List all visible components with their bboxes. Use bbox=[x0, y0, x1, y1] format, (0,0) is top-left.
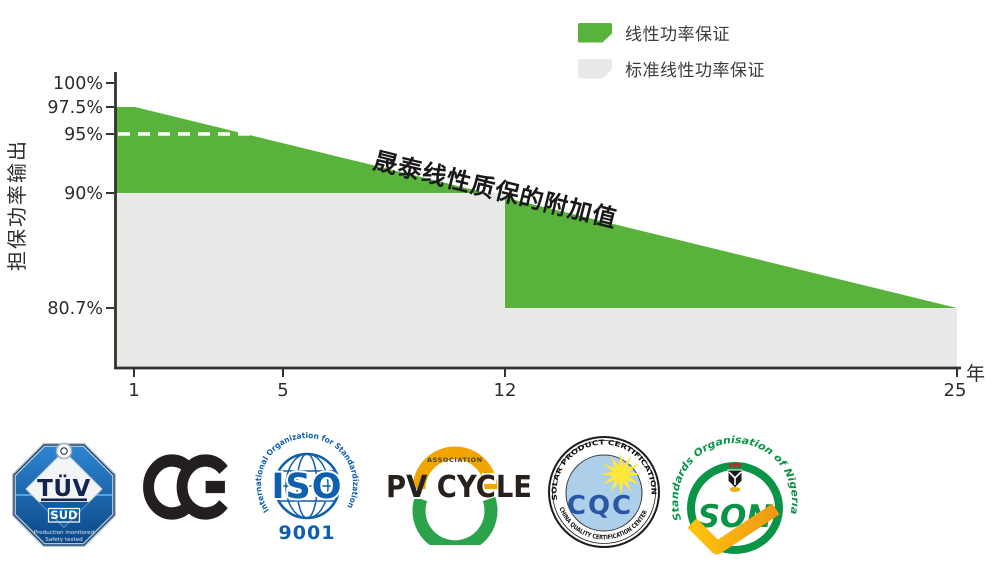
y-tick-80-7: 80.7% bbox=[47, 299, 103, 319]
iso-9001-logo: International Organization for Standardi… bbox=[255, 431, 360, 542]
ce-letter-e bbox=[176, 454, 228, 520]
legend-item-standard: 标准线性功率保证 bbox=[578, 56, 765, 81]
son-logo: Standards Organisation of Nigeria SON bbox=[672, 435, 798, 555]
nigeria-coat-of-arms-icon bbox=[727, 463, 743, 492]
x-tick-1: 1 bbox=[128, 380, 139, 401]
pv-cycle-logo: ASSOCIATION PV CYCLE bbox=[386, 446, 532, 545]
y-axis-ticks bbox=[106, 82, 114, 309]
tuv-subtext-2: Safety tested bbox=[45, 537, 83, 543]
pvcycle-green-arc bbox=[412, 496, 498, 545]
iso-number: 9001 bbox=[279, 522, 336, 542]
legend-swatch-standard bbox=[578, 58, 612, 79]
tuv-text: TÜV bbox=[37, 474, 91, 502]
tuv-subtext-1: Production monitored bbox=[34, 530, 95, 536]
tuv-sud-logo: TÜV SÜD Production monitored Safety test… bbox=[12, 442, 116, 547]
y-axis-tick-labels: 100% 97.5% 95% 90% 80.7% bbox=[47, 74, 103, 319]
standard-warranty-area bbox=[115, 193, 957, 368]
cqc-sun-icon bbox=[600, 453, 642, 495]
x-tick-5: 5 bbox=[277, 380, 288, 401]
y-tick-97-5: 97.5% bbox=[47, 98, 103, 118]
legend-label-linear: 线性功率保证 bbox=[625, 25, 730, 45]
iso-globe-icon bbox=[273, 452, 341, 520]
y-tick-95: 95% bbox=[64, 125, 103, 145]
x-axis-tick-labels: 1 5 12 25 bbox=[128, 380, 966, 401]
y-tick-100: 100% bbox=[53, 74, 103, 94]
cqc-logo: CQC SOLAR PRODUCT CERTIFICATION CHINA QU… bbox=[548, 436, 660, 548]
legend-item-linear: 线性功率保证 bbox=[578, 20, 730, 45]
ce-mark-logo bbox=[143, 454, 228, 520]
sud-text: SÜD bbox=[50, 507, 77, 522]
x-tick-12: 12 bbox=[494, 380, 517, 401]
iso-text: ISO bbox=[272, 467, 343, 507]
pvcycle-association-text: ASSOCIATION bbox=[427, 456, 483, 464]
pvcycle-text: PV CYCLE bbox=[386, 470, 532, 505]
tuv-emblem-icon bbox=[55, 442, 73, 460]
x-axis-unit-label: 年 bbox=[966, 363, 985, 385]
y-axis-title: 担保功率输出 bbox=[5, 139, 29, 271]
son-checkmark-icon bbox=[687, 503, 780, 555]
y-tick-90: 90% bbox=[64, 184, 103, 204]
cqc-text: CQC bbox=[567, 491, 633, 521]
warranty-chart: 晟泰线性质保的附加值 100% 97.5% 95% 90% 80.7% 1 bbox=[5, 72, 985, 401]
legend-label-standard: 标准线性功率保证 bbox=[625, 61, 765, 81]
x-axis-ticks bbox=[133, 368, 958, 377]
x-tick-25: 25 bbox=[944, 380, 967, 401]
legend-swatch-linear bbox=[578, 22, 612, 43]
ce-letter-c bbox=[143, 454, 195, 520]
